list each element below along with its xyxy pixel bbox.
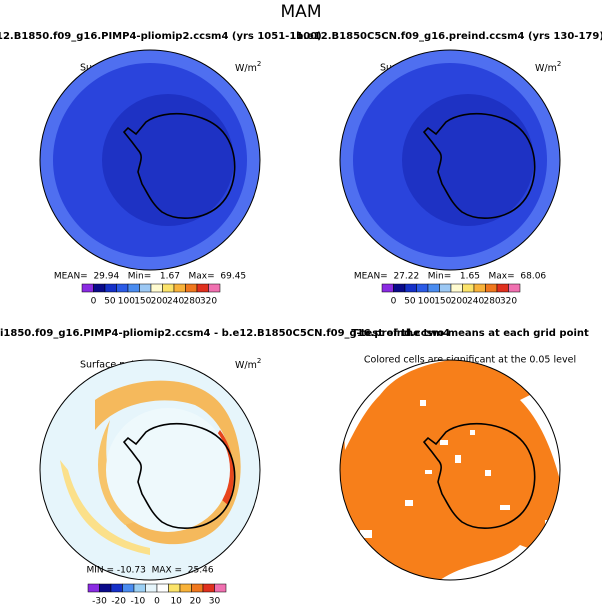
colorbar-cell [173, 283, 186, 293]
panel-subtitle: Colored cells are significant at the 0.0… [364, 355, 576, 366]
colorbar-label: 150 [434, 297, 451, 307]
colorbar-label: 10 [170, 597, 182, 607]
stats: MEAN= 27.22 Min= 1.65 Max= 68.06 [354, 272, 547, 282]
colorbar-cell [191, 583, 204, 593]
colorbar-label: 200 [151, 297, 168, 307]
colorbar-label: 320 [500, 297, 517, 307]
colorbar-cell [202, 583, 215, 593]
units: W/m2 [235, 60, 261, 74]
colorbar-cell [496, 283, 509, 293]
colorbar-cell [122, 583, 135, 593]
stats: MIN = -10.73 MAX = 25.46 [86, 566, 213, 576]
colorbar-label: -30 [92, 597, 107, 607]
colorbar-label: -20 [111, 597, 126, 607]
units: W/m2 [535, 60, 561, 74]
colorbar-cell [185, 283, 198, 293]
colorbar-label: 0 [154, 597, 160, 607]
colorbar-label: 150 [134, 297, 151, 307]
units: W/m2 [235, 357, 261, 371]
colorbar-cell [116, 283, 129, 293]
colorbar-cell [93, 283, 106, 293]
figure-title: MAM [281, 2, 322, 22]
colorbar-cell [393, 283, 406, 293]
colorbar-label: 100 [418, 297, 435, 307]
colorbar-cell [416, 283, 429, 293]
panel-heading: i1850.f09_g16.PIMP4-pliomip2.ccsm4 - b.e… [0, 328, 450, 339]
colorbar-cell [162, 283, 175, 293]
colorbar-cell [139, 283, 152, 293]
colorbar-cell [196, 283, 209, 293]
panel-heading: b.e12.B1850.f09_g16.PIMP4-pliomip2.ccsm4… [0, 31, 322, 42]
map [39, 49, 261, 271]
panel-heading: b.e12.B1850C5CN.f09_g16.preind.ccsm4 (yr… [296, 31, 602, 42]
colorbar-label: 200 [451, 297, 468, 307]
colorbar-cell [427, 283, 440, 293]
colorbar-cell [99, 583, 112, 593]
colorbar-label: 320 [200, 297, 217, 307]
colorbar-label: 0 [91, 297, 97, 307]
colorbar-cell [81, 283, 94, 293]
colorbar-cell [508, 283, 521, 293]
colorbar-cell [104, 283, 117, 293]
colorbar-label: 280 [183, 297, 200, 307]
colorbar-cell [485, 283, 498, 293]
colorbar-label: 280 [483, 297, 500, 307]
colorbar-cell [127, 283, 140, 293]
colorbar-cell [110, 583, 123, 593]
colorbar-cell [381, 283, 394, 293]
stats: MEAN= 29.94 Min= 1.67 Max= 69.45 [54, 272, 246, 282]
colorbar-label: 20 [190, 597, 202, 607]
colorbar-label: 0 [391, 297, 397, 307]
map [340, 360, 560, 580]
colorbar-cell [462, 283, 475, 293]
colorbar-cell [473, 283, 486, 293]
colorbar-label: 30 [209, 597, 221, 607]
panel-heading: T-test of the two means at each grid poi… [351, 328, 589, 339]
colorbar-cell [156, 583, 169, 593]
colorbar-cell [133, 583, 146, 593]
map [339, 49, 561, 271]
colorbar-cell [87, 583, 100, 593]
colorbar-label: -10 [130, 597, 145, 607]
map [40, 360, 260, 580]
colorbar-label: 50 [104, 297, 116, 307]
colorbar-label: 240 [467, 297, 484, 307]
colorbar-label: 240 [167, 297, 184, 307]
colorbar-label: 50 [404, 297, 416, 307]
colorbar-label: 100 [118, 297, 135, 307]
colorbar-cell [145, 583, 158, 593]
colorbar-cell [208, 283, 221, 293]
colorbar-cell [179, 583, 192, 593]
colorbar-cell [450, 283, 463, 293]
colorbar-cell [404, 283, 417, 293]
colorbar-cell [439, 283, 452, 293]
colorbar-cell [214, 583, 227, 593]
colorbar-cell [168, 583, 181, 593]
colorbar-cell [150, 283, 163, 293]
